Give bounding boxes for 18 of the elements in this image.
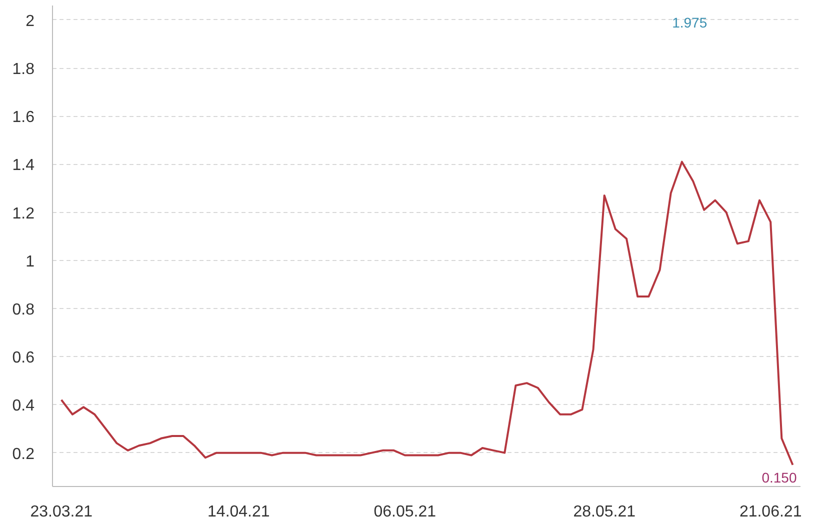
- y-tick-label: 1.2: [12, 205, 35, 222]
- y-tick-label: 0.4: [12, 398, 35, 415]
- y-tick-label: 0.2: [12, 446, 35, 463]
- y-tick-label: 0.6: [12, 350, 35, 367]
- y-tick-label: 1.8: [12, 61, 35, 78]
- y-tick-label: 0.8: [12, 302, 35, 319]
- y-tick-label: 1.6: [12, 109, 35, 126]
- x-tick-label: 28.05.21: [573, 504, 636, 520]
- x-tick-label: 06.05.21: [374, 504, 436, 520]
- annotation: 1.975: [672, 14, 708, 30]
- line-series: [60, 160, 794, 466]
- x-tick-label: 14.04.21: [208, 504, 270, 520]
- y-tick-label: 2: [26, 12, 35, 30]
- y-tick-label: 1.4: [12, 157, 35, 174]
- annotation: 0.150: [762, 470, 797, 486]
- x-tick-label: 23.03.21: [30, 504, 93, 520]
- y-tick-label: 1: [26, 253, 35, 270]
- x-tick-label: 21.06.21: [739, 504, 802, 520]
